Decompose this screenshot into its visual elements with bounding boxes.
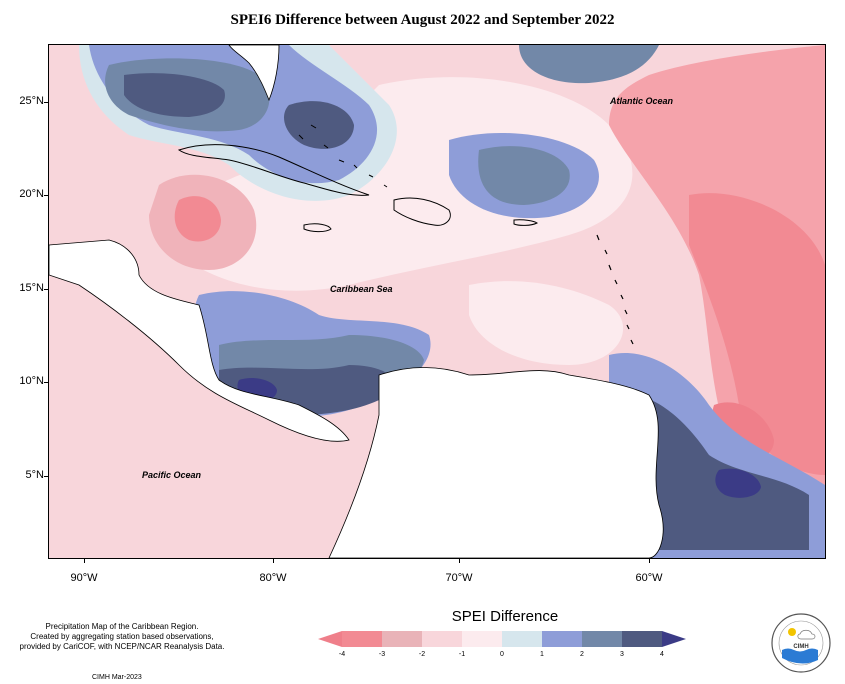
lon-label: 70°W [445,572,473,584]
near-zero-band [469,281,624,365]
lon-label: 60°W [635,572,663,584]
label-caribbean-sea: Caribbean Sea [330,284,393,294]
colorbar-tick-label: 1 [540,651,544,658]
map-panel [48,44,826,559]
colorbar-tick-label: 4 [660,651,664,658]
colorbar-tick-label: 3 [620,651,624,658]
island-bahamas [298,124,388,188]
colorbar-segment [502,631,542,647]
wet-region-top [519,45,659,84]
colorbar-segment [542,631,582,647]
colorbar-segment [342,631,382,647]
colorbar-tick-label: 2 [580,651,584,658]
wet-core-midatlantic [478,146,570,205]
lon-tick [84,558,85,563]
dry-core-west [174,196,221,242]
colorbar-extend-high [662,631,686,647]
island-cuba [177,144,370,196]
colorbar-tick-label: 0 [500,651,504,658]
lat-label: 10°N [19,375,44,387]
lat-label: 25°N [19,95,44,107]
credit-date: CIMH Mar-2023 [92,674,142,681]
colorbar-tick-label: -4 [338,651,346,658]
colorbar-segment [382,631,422,647]
lat-tick [44,476,49,477]
wet-core-gulf [124,73,225,117]
label-atlantic-ocean: Atlantic Ocean [610,96,674,106]
colorbar-extend-low [318,631,342,647]
lon-label: 80°W [259,572,287,584]
map-title: SPEI6 Difference between August 2022 and… [230,12,615,28]
colorbar-tick-label: -1 [458,651,466,658]
island-lesser-antilles [596,234,634,345]
legend-colorbar [318,631,686,647]
lon-tick [649,558,650,563]
lat-tick [44,102,49,103]
colorbar-tick-label: -2 [418,651,426,658]
lat-tick [44,289,49,290]
island-puerto-rico [513,219,538,226]
colorbar-tick-label: -3 [378,651,386,658]
lat-label: 20°N [19,188,44,200]
colorbar-segment [422,631,462,647]
lat-label: 15°N [19,282,44,294]
island-hispaniola [393,197,451,226]
lat-tick [44,195,49,196]
colorbar-segment [582,631,622,647]
lon-tick [459,558,460,563]
colorbar-segment [622,631,662,647]
credit-line: provided by CariCOF, with NCEP/NCAR Rean… [19,642,225,651]
cimh-logo: CIMH [771,613,831,673]
lat-tick [44,382,49,383]
spei-map [49,45,825,558]
logo-text: CIMH [793,644,808,650]
dry-region-atlantic-core [689,193,825,475]
colorbar-segment [462,631,502,647]
land-south-america [328,367,664,558]
lon-label: 90°W [70,572,98,584]
lat-label: 5°N [25,469,44,481]
land-central-america [49,239,350,442]
credit-line: Created by aggregating station based obs… [30,632,214,641]
label-pacific-ocean: Pacific Ocean [142,470,202,480]
credit-text: Precipitation Map of the Caribbean Regio… [8,622,236,652]
legend-title: SPEI Difference [451,608,559,625]
credit-line: Precipitation Map of the Caribbean Regio… [45,622,199,631]
land-florida [228,45,280,102]
wet-deep-guianas [715,468,761,498]
near-zero-band [164,77,633,291]
island-jamaica [303,223,332,233]
lon-tick [273,558,274,563]
